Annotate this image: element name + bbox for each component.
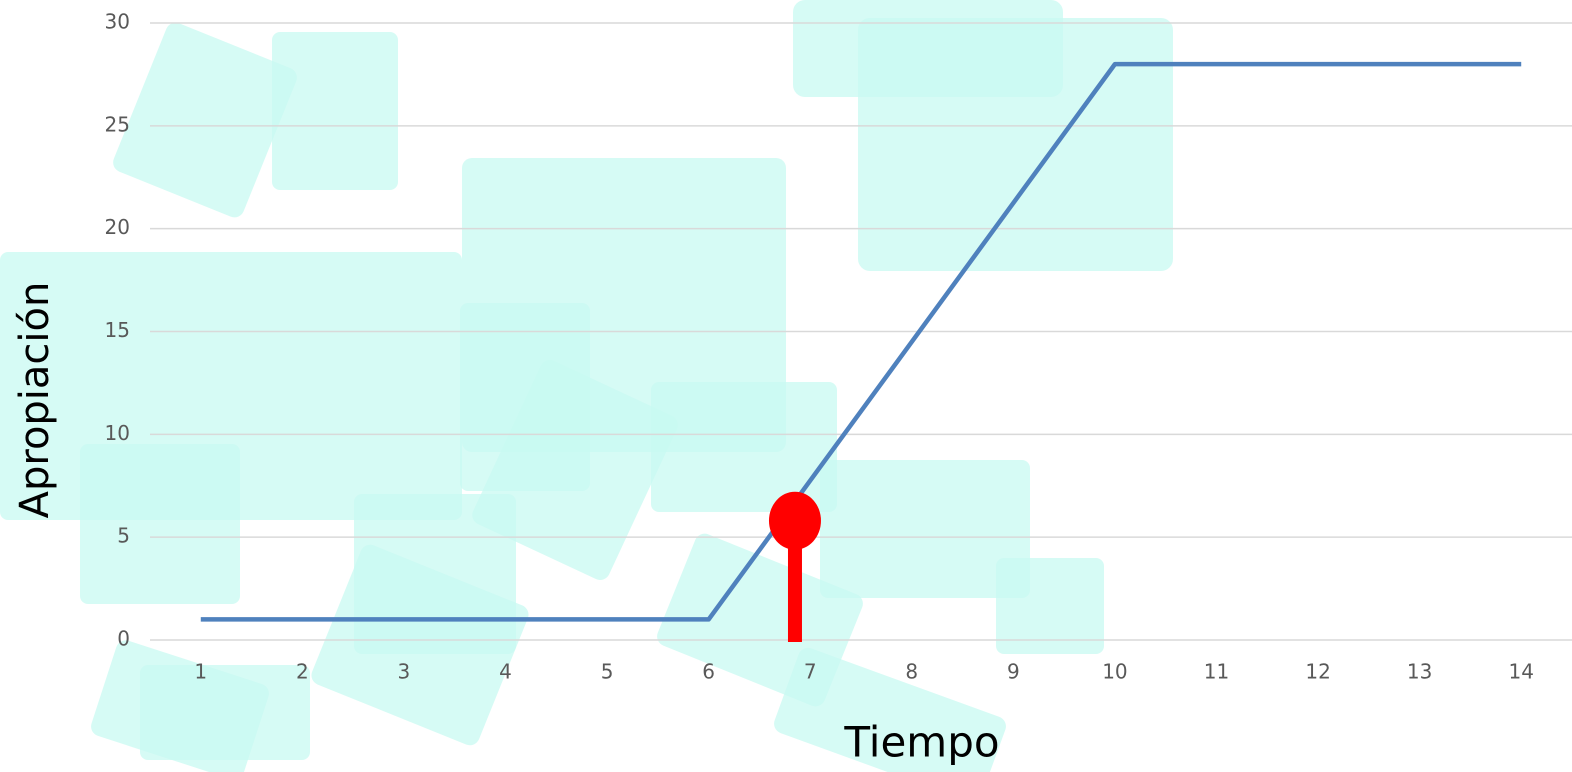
data-line (200, 61, 1522, 622)
x-tick-label: 10 (1102, 660, 1127, 684)
x-tick-label: 5 (601, 660, 614, 684)
x-axis-label: Tiempo (843, 718, 999, 767)
x-tick-label: 8 (905, 660, 918, 684)
x-tick-label: 9 (1007, 660, 1020, 684)
y-tick-label: 25 (105, 112, 130, 136)
x-tick-label: 7 (804, 660, 817, 684)
marker-head (768, 491, 821, 550)
x-tick-label: 12 (1305, 660, 1330, 684)
x-tick-label: 4 (499, 660, 512, 684)
y-tick-label: 10 (105, 421, 130, 445)
x-tick-label: 11 (1204, 660, 1229, 684)
x-tick-label: 14 (1508, 660, 1533, 684)
x-tick-label: 1 (194, 660, 207, 684)
y-tick-label: 0 (117, 627, 130, 651)
x-tick-label: 3 (398, 660, 411, 684)
background-decoration (0, 0, 1173, 772)
y-tick-label: 20 (105, 215, 130, 239)
y-tick-label: 15 (105, 318, 130, 342)
y-axis-label: Apropiación (12, 282, 58, 519)
x-tick-label: 13 (1407, 660, 1432, 684)
y-tick-label: 5 (117, 524, 130, 548)
x-tick-label: 2 (296, 660, 309, 684)
y-tick-label: 30 (105, 10, 130, 34)
x-tick-label: 6 (702, 660, 715, 684)
